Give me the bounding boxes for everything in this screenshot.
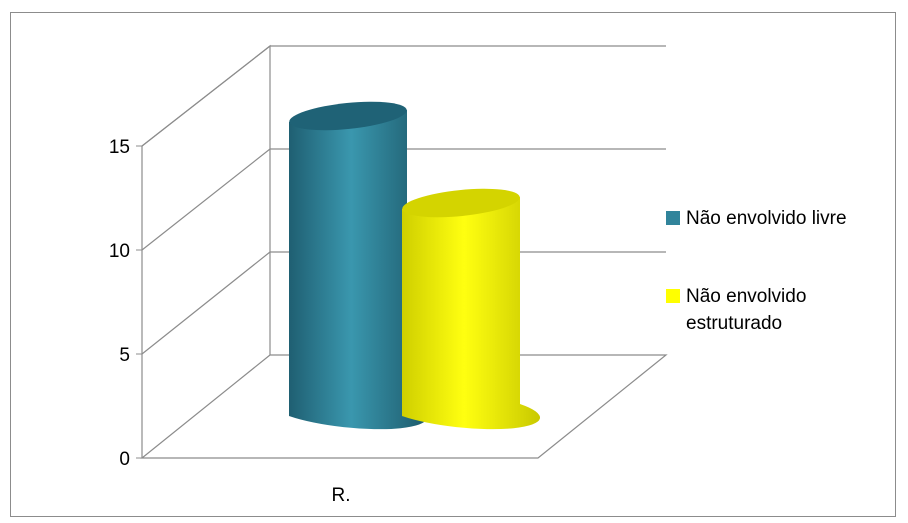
y-tick-label: 15: [109, 137, 130, 158]
bar-top: [402, 188, 520, 218]
floor: [140, 354, 668, 459]
y-tick-label: 5: [119, 345, 130, 366]
bar-cylinder: [402, 188, 541, 430]
legend-label-livre: Não envolvido livre: [686, 208, 847, 229]
y-tick-label: 0: [119, 449, 130, 470]
legend-label-estruturado: Não envolvido estruturado: [686, 286, 806, 334]
gridlines: [141, 45, 666, 355]
bar-body: [289, 109, 428, 430]
x-tick-label: R.: [332, 485, 351, 506]
legend: Não envolvido livre Não envolvido estrutu…: [666, 208, 847, 334]
gridline: [141, 45, 666, 147]
bars: [289, 101, 541, 430]
bar-cylinder: [289, 101, 428, 430]
gridline: [141, 148, 666, 251]
bar-top: [289, 101, 407, 131]
y-tick-label: 10: [109, 241, 130, 262]
legend-swatch-estruturado: [666, 289, 680, 303]
side-wall-edge: [141, 44, 271, 458]
y-axis-ticks: 0 5 10 15: [109, 137, 142, 470]
bar-body: [402, 197, 541, 430]
gridline: [141, 251, 666, 355]
legend-swatch-livre: [666, 211, 680, 225]
